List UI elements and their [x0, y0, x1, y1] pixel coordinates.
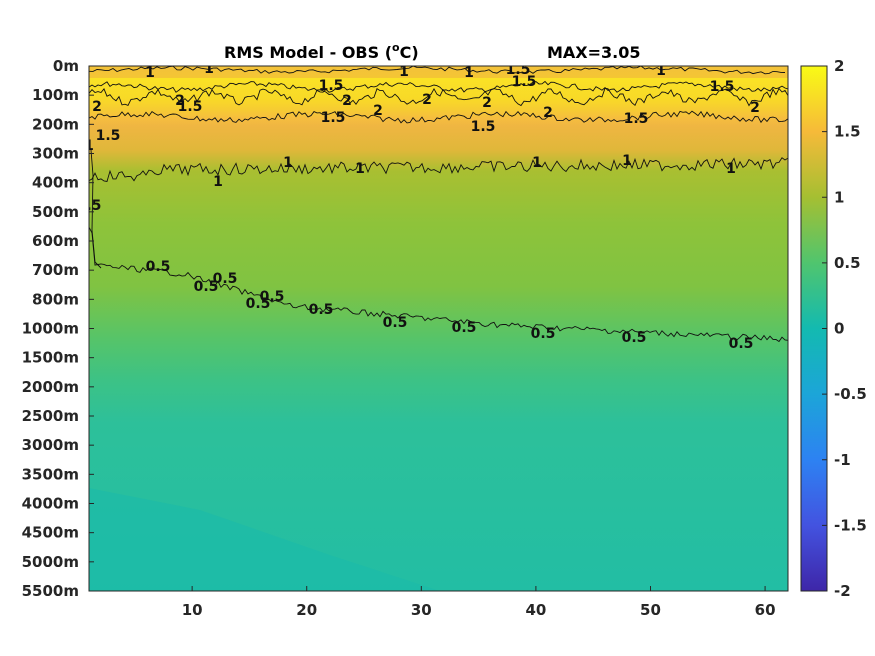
contour-label: 1: [355, 161, 365, 177]
colorbar-tick-label: 1.5: [834, 123, 861, 141]
contour-label: 2: [175, 93, 185, 109]
y-tick-label: 200m: [32, 115, 79, 133]
colorbar-tick-label: -0.5: [834, 385, 867, 403]
contour-label: 1: [726, 161, 736, 177]
contour-label: 1.5: [710, 79, 735, 95]
contour-label: 1.5: [471, 119, 496, 135]
contour-label: 0.5: [531, 326, 556, 342]
y-tick-label: 4000m: [22, 495, 79, 513]
contour-label: 2: [373, 103, 383, 119]
contour-label: 2: [482, 95, 492, 111]
plot-area: 2 2 222 22 21.51.51.51.51.51.5 1.51.51.51 1 1 1 1…: [77, 61, 788, 591]
field-background: [89, 66, 788, 591]
colorbar-tick-label: -1: [834, 451, 851, 469]
contour-line: [89, 87, 788, 107]
contour-label: 1: [283, 155, 293, 171]
contour-label: 2: [342, 93, 352, 109]
contour-label: 1: [622, 153, 632, 169]
x-tick-label: 30: [411, 601, 432, 619]
contour-label: 1: [656, 63, 666, 79]
contour-label: 1.5: [96, 128, 121, 144]
contour-line: [90, 149, 102, 269]
contour-label: 1: [204, 61, 214, 77]
x-tick-label: 60: [755, 601, 776, 619]
y-tick-label: 0m: [53, 57, 79, 75]
contour-label: 1: [532, 155, 542, 171]
colorbar-tick-label: 2: [834, 57, 844, 75]
contour-label: 1.5: [319, 78, 344, 94]
contour-label: 0.5: [622, 330, 647, 346]
y-axis: 0m 100m 200m 300m 400m 500m 600m 700m 800m 1000m 1…: [22, 57, 94, 600]
contour-line: [89, 226, 788, 343]
y-tick-label: 300m: [32, 145, 79, 163]
contour-label: 2: [543, 105, 553, 121]
contour-label: 2: [422, 92, 432, 108]
contour-label: 0.5: [194, 279, 219, 295]
y-tick-label: 1500m: [22, 349, 79, 367]
colorbar-tick-label: 0.5: [834, 254, 861, 272]
contour-label: 1.5: [178, 99, 203, 115]
contour-label: 0.5: [452, 320, 477, 336]
colorbar-tick-label: 1: [834, 188, 844, 206]
deep-cool-region: [89, 488, 440, 591]
y-tick-label: 400m: [32, 174, 79, 192]
max-annotation: MAX=3.05: [547, 43, 641, 62]
y-tick-label: 5500m: [22, 582, 79, 600]
contour-label: 1.5: [506, 62, 531, 78]
x-tick-label: 50: [640, 601, 661, 619]
contour-label: 0.5: [309, 302, 334, 318]
x-tick-label: 40: [525, 601, 546, 619]
y-tick-label: 700m: [32, 261, 79, 279]
contour-lines: [89, 66, 788, 343]
colorbar-tick-label: -1.5: [834, 516, 867, 534]
contour-label: 1.5: [624, 111, 649, 127]
contour-line: [89, 80, 788, 93]
contour-label: 0.5: [246, 296, 271, 312]
x-tick-label: 20: [296, 601, 317, 619]
x-axis: 10 20 30 40 50 60: [182, 586, 776, 619]
y-tick-label: 5000m: [22, 553, 79, 571]
y-tick-label: 2500m: [22, 407, 79, 425]
contour-label: 0.5: [383, 315, 408, 331]
colorbar-axis: 2 1.5 1 0.5 0 -0.5 -1 -1.5 -2: [822, 57, 867, 600]
y-tick-label: 100m: [32, 86, 79, 104]
chart-title: RMS Model - OBS (oC): [224, 41, 419, 62]
y-tick-label: 2000m: [22, 378, 79, 396]
contour-label: 0.5: [77, 198, 102, 214]
y-tick-label: 4500m: [22, 524, 79, 542]
contour-label: 1.5: [512, 74, 537, 90]
y-tick-label: 500m: [32, 203, 79, 221]
contour-label: 0.5: [729, 336, 754, 352]
contour-line: [89, 66, 786, 75]
contour-line: [89, 157, 788, 183]
contour-label: 2: [750, 100, 760, 116]
colorbar-tick-label: 0: [834, 320, 844, 338]
y-tick-label: 600m: [32, 232, 79, 250]
contour-line: [89, 110, 788, 124]
contour-labels: 2 2 222 22 21.51.51.51.51.51.5 1.51.51.51 1 1 1 1…: [77, 61, 760, 352]
y-tick-label: 3500m: [22, 465, 79, 483]
contour-label: 0.5: [146, 259, 171, 275]
contour-label: 1: [145, 65, 155, 81]
contour-label: 1: [399, 64, 409, 80]
y-tick-label: 1000m: [22, 320, 79, 338]
colorbar-tick-label: -2: [834, 582, 851, 600]
contour-label: 0.5: [213, 271, 238, 287]
contour-label: 1: [213, 174, 223, 190]
y-tick-label: 3000m: [22, 436, 79, 454]
contour-label: 1: [464, 65, 474, 81]
contour-label: 2: [92, 99, 102, 115]
contour-label: 0.5: [260, 289, 285, 305]
x-tick-label: 10: [182, 601, 203, 619]
y-tick-label: 800m: [32, 290, 79, 308]
contour-label: 1.5: [321, 110, 346, 126]
contour-label: 1: [84, 138, 94, 154]
